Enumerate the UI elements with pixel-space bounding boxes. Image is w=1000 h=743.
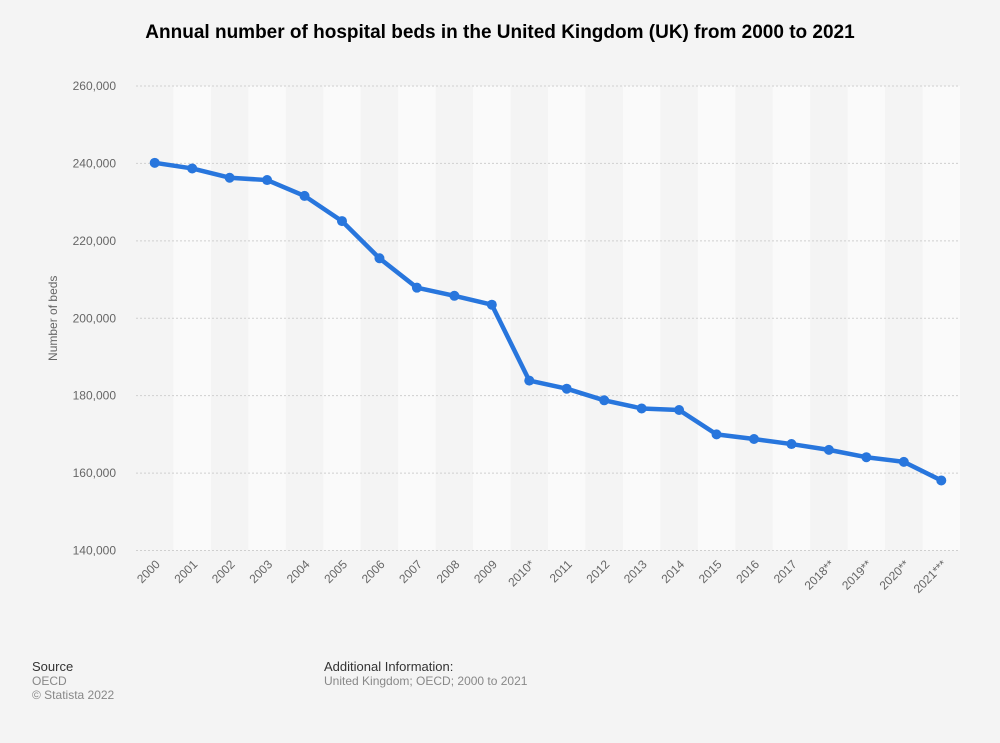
data-point — [823, 444, 834, 455]
y-tick-label: 160,000 — [73, 466, 117, 480]
data-point — [936, 475, 947, 486]
source-heading: Source — [32, 659, 74, 674]
data-point — [561, 383, 572, 394]
data-point — [299, 190, 310, 201]
x-tick-label: 2008 — [434, 557, 463, 586]
data-point — [674, 404, 685, 415]
x-tick-label: 2021*** — [911, 557, 950, 596]
x-tick-label: 2001 — [172, 557, 201, 586]
x-tick-label: 2004 — [284, 557, 313, 586]
copyright-line: © Statista 2022 — [32, 688, 115, 702]
x-tick-label: 2018** — [802, 557, 838, 593]
y-tick-label: 220,000 — [73, 234, 117, 248]
additional-info-block: Additional Information: United Kingdom; … — [324, 659, 527, 688]
x-tick-label: 2009 — [471, 557, 500, 586]
line-chart: 140,000 160,000 180,000 200,000 220,000 240,0… — [46, 79, 960, 596]
data-point — [636, 403, 647, 414]
data-point — [374, 253, 385, 264]
y-tick-label: 240,000 — [73, 156, 117, 170]
x-tick-label: 2010* — [505, 557, 537, 589]
source-block: Source OECD © Statista 2022 — [32, 659, 114, 702]
additional-info-heading: Additional Information: — [324, 659, 454, 674]
data-point — [711, 429, 722, 440]
x-tick-label: 2006 — [359, 557, 388, 586]
x-tick-label: 2002 — [209, 557, 238, 586]
data-point — [449, 290, 460, 301]
data-point — [337, 216, 347, 227]
series-line — [154, 160, 943, 483]
x-tick-label: 2020** — [877, 557, 913, 593]
x-tick-label: 2014 — [658, 557, 687, 586]
data-point — [486, 299, 497, 310]
x-tick-label: 2015 — [696, 557, 725, 586]
data-point — [749, 434, 759, 445]
data-point — [898, 456, 909, 467]
column-band — [248, 86, 286, 551]
column-band — [548, 86, 586, 551]
data-point — [411, 282, 422, 293]
data-point — [262, 175, 273, 186]
additional-info-text: United Kingdom; OECD; 2000 to 2021 — [324, 674, 528, 688]
chart-title: Annual number of hospital beds in the Un… — [145, 22, 855, 43]
column-band — [772, 86, 811, 551]
x-tick-label: 2003 — [246, 557, 275, 586]
x-tick-label: 2011 — [547, 557, 575, 585]
x-tick-label: 2000 — [134, 557, 163, 586]
x-tick-label: 2013 — [621, 557, 650, 586]
y-tick-label: 260,000 — [73, 79, 117, 93]
data-point — [786, 439, 797, 450]
x-tick-label: 2017 — [771, 557, 800, 586]
data-point — [524, 375, 535, 386]
data-point — [149, 157, 160, 168]
y-axis-label: Number of beds — [46, 276, 60, 361]
y-tick-label: 140,000 — [73, 544, 117, 558]
x-tick-label: 2012 — [584, 557, 613, 586]
source-line: OECD — [32, 674, 67, 688]
y-tick-label: 200,000 — [73, 311, 117, 325]
data-point — [599, 395, 610, 406]
y-tick-label: 180,000 — [73, 389, 117, 403]
x-tick-label: 2016 — [733, 557, 762, 586]
data-point — [861, 452, 872, 463]
x-tick-label: 2005 — [321, 557, 350, 586]
x-tick-label: 2019** — [839, 557, 875, 593]
x-tick-label: 2007 — [396, 557, 425, 586]
data-point — [224, 172, 235, 183]
data-point — [187, 163, 198, 174]
